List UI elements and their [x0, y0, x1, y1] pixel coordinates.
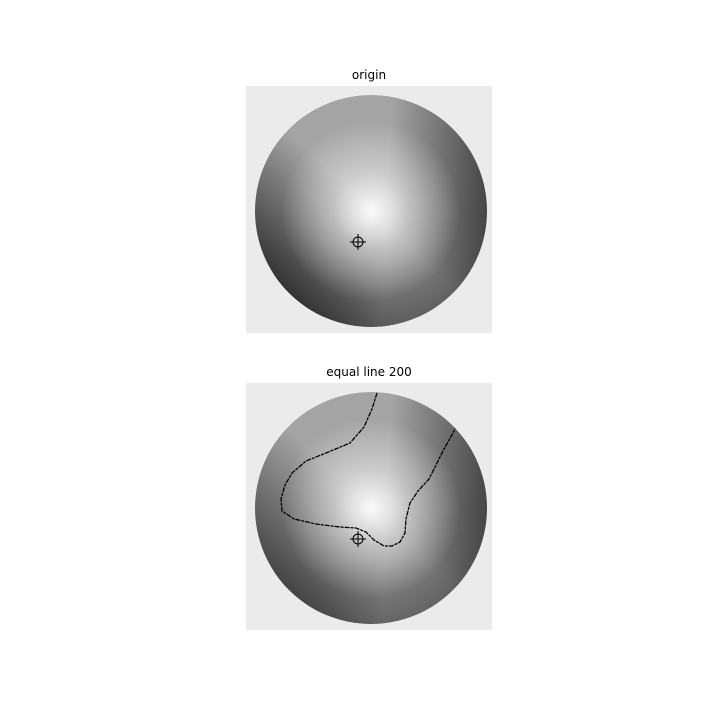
contour-line: [280, 392, 459, 547]
crosshair-icon: [350, 234, 366, 250]
equal-line-image: [246, 383, 492, 630]
crosshair-icon: [350, 531, 366, 547]
origin-image: [246, 86, 492, 333]
shaded-disc: [255, 392, 487, 624]
panel-title: origin: [351, 68, 387, 82]
panel-equal-line: equal line 200: [246, 365, 492, 630]
panel-title: equal line 200: [326, 365, 412, 379]
panel-origin: origin: [246, 68, 492, 333]
shaded-disc: [255, 95, 487, 327]
